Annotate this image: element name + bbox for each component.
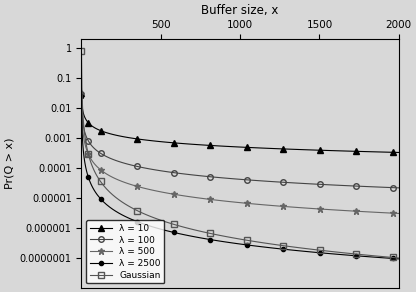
Line: λ = 100: λ = 100 [79, 91, 401, 191]
X-axis label: Buffer size, x: Buffer size, x [201, 4, 279, 17]
Gaussian [186, 227, 191, 230]
λ = 100 [82, 130, 87, 133]
λ = 10 [86, 121, 91, 125]
Line: λ = 500: λ = 500 [78, 91, 402, 217]
Line: λ = 10: λ = 10 [79, 91, 401, 155]
λ = 2500 [86, 175, 91, 179]
λ = 10 [88, 123, 93, 126]
Gaussian [396, 256, 401, 260]
λ = 100 [131, 164, 136, 167]
λ = 500 [186, 195, 191, 198]
λ = 100 [326, 183, 331, 187]
λ = 2500 [79, 94, 84, 98]
λ = 100 [88, 142, 93, 145]
λ = 500 [131, 184, 136, 187]
Line: λ = 2500: λ = 2500 [79, 94, 401, 261]
Line: Gaussian: Gaussian [79, 48, 401, 261]
λ = 10 [79, 91, 84, 95]
Gaussian [131, 207, 136, 211]
Gaussian [86, 152, 91, 156]
λ = 2500 [326, 252, 331, 255]
Gaussian [88, 159, 93, 162]
Gaussian [79, 49, 84, 52]
λ = 10 [131, 137, 136, 140]
Y-axis label: Pr(Q > x): Pr(Q > x) [4, 138, 14, 190]
λ = 10 [326, 149, 331, 152]
λ = 500 [396, 212, 401, 215]
λ = 500 [326, 208, 331, 211]
Gaussian [326, 249, 331, 253]
λ = 500 [79, 93, 84, 97]
λ = 2500 [82, 159, 87, 163]
λ = 100 [79, 92, 84, 96]
Gaussian [82, 132, 87, 135]
λ = 10 [396, 151, 401, 154]
λ = 500 [82, 141, 87, 144]
Legend: λ = 10, λ = 100, λ = 500, λ = 2500, Gaussian: λ = 10, λ = 100, λ = 500, λ = 2500, Gaus… [86, 220, 164, 283]
λ = 2500 [396, 257, 401, 261]
λ = 2500 [186, 234, 191, 237]
λ = 10 [82, 115, 87, 119]
λ = 10 [186, 142, 191, 146]
λ = 100 [396, 186, 401, 190]
λ = 500 [86, 152, 91, 156]
λ = 100 [186, 173, 191, 176]
λ = 2500 [131, 219, 136, 222]
λ = 100 [86, 139, 91, 143]
λ = 500 [88, 156, 93, 159]
λ = 2500 [88, 180, 93, 184]
